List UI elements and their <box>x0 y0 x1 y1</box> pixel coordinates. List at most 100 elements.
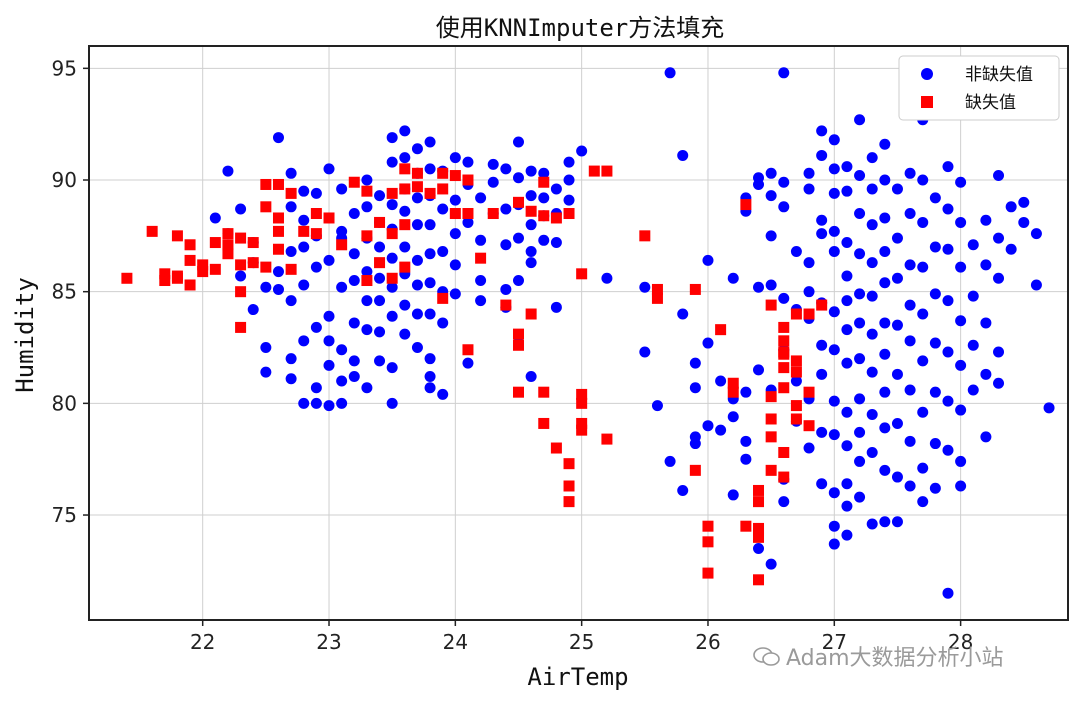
data-point-non-missing <box>816 426 828 438</box>
data-point-non-missing <box>980 368 992 380</box>
data-point-non-missing <box>323 400 335 412</box>
data-point-non-missing <box>310 261 322 273</box>
data-point-non-missing <box>298 397 310 409</box>
data-point-non-missing <box>816 149 828 161</box>
data-point-missing <box>790 413 802 425</box>
data-point-missing <box>588 165 600 177</box>
data-point-missing <box>222 248 234 260</box>
data-point-missing <box>184 279 196 291</box>
data-point-non-missing <box>702 254 714 266</box>
data-point-non-missing <box>411 143 423 155</box>
data-point-non-missing <box>386 156 398 168</box>
data-point-non-missing <box>917 496 929 508</box>
data-point-non-missing <box>386 252 398 264</box>
data-point-non-missing <box>891 183 903 195</box>
data-point-non-missing <box>336 183 348 195</box>
data-point-non-missing <box>891 319 903 331</box>
data-point-missing <box>399 219 411 231</box>
data-point-non-missing <box>437 317 449 329</box>
data-point-non-missing <box>879 422 891 434</box>
data-point-non-missing <box>424 308 436 320</box>
data-point-non-missing <box>803 257 815 269</box>
data-point-non-missing <box>866 409 878 421</box>
data-point-non-missing <box>967 290 979 302</box>
data-point-non-missing <box>993 377 1005 389</box>
data-point-non-missing <box>272 266 284 278</box>
data-point-missing <box>651 292 663 304</box>
x-tick-label: 28 <box>948 630 973 654</box>
x-tick-label: 23 <box>316 630 341 654</box>
legend-label-missing: 缺失值 <box>965 93 1016 113</box>
data-point-missing <box>500 299 512 311</box>
data-point-non-missing <box>512 136 524 148</box>
data-point-missing <box>121 272 133 284</box>
data-point-non-missing <box>411 342 423 354</box>
data-point-missing <box>235 232 247 244</box>
data-point-non-missing <box>323 163 335 175</box>
data-point-non-missing <box>879 516 891 528</box>
data-point-non-missing <box>891 417 903 429</box>
data-point-missing <box>361 230 373 242</box>
data-point-non-missing <box>677 484 689 496</box>
data-point-non-missing <box>374 190 386 202</box>
data-point-missing <box>437 292 449 304</box>
data-point-non-missing <box>929 192 941 204</box>
data-point-missing <box>209 237 221 249</box>
data-point-non-missing <box>841 270 853 282</box>
data-point-non-missing <box>386 281 398 293</box>
data-point-non-missing <box>854 170 866 182</box>
data-point-missing <box>235 286 247 298</box>
y-tick-label: 85 <box>52 280 77 304</box>
axis-ticks: 22 23 24 25 26 27 28 75 80 85 90 95 <box>52 56 974 654</box>
x-tick-label: 26 <box>695 630 720 654</box>
data-point-missing <box>525 308 537 320</box>
data-point-non-missing <box>424 136 436 148</box>
data-point-non-missing <box>424 219 436 231</box>
data-point-non-missing <box>538 167 550 179</box>
data-point-non-missing <box>424 163 436 175</box>
data-point-missing <box>715 324 727 336</box>
data-point-missing <box>778 348 790 360</box>
data-point-non-missing <box>904 259 916 271</box>
data-point-non-missing <box>967 339 979 351</box>
data-point-non-missing <box>399 328 411 340</box>
data-point-non-missing <box>980 214 992 226</box>
data-point-non-missing <box>879 386 891 398</box>
data-point-non-missing <box>917 174 929 186</box>
data-point-non-missing <box>298 241 310 253</box>
data-point-non-missing <box>765 230 777 242</box>
data-point-missing <box>790 355 802 367</box>
data-point-non-missing <box>828 344 840 356</box>
data-point-non-missing <box>993 232 1005 244</box>
data-point-non-missing <box>816 368 828 380</box>
data-point-non-missing <box>689 382 701 394</box>
data-point-non-missing <box>879 464 891 476</box>
data-point-non-missing <box>550 237 562 249</box>
data-point-non-missing <box>361 201 373 213</box>
data-point-missing <box>816 299 828 311</box>
data-point-missing <box>753 496 765 508</box>
data-point-missing <box>386 272 398 284</box>
data-point-non-missing <box>500 283 512 295</box>
data-point-non-missing <box>929 241 941 253</box>
data-point-non-missing <box>955 261 967 273</box>
data-point-non-missing <box>689 357 701 369</box>
data-point-non-missing <box>525 165 537 177</box>
data-point-non-missing <box>929 288 941 300</box>
data-point-missing <box>765 299 777 311</box>
data-point-missing <box>462 174 474 186</box>
data-point-non-missing <box>765 167 777 179</box>
data-point-non-missing <box>828 306 840 318</box>
data-point-missing <box>487 208 499 220</box>
data-point-non-missing <box>399 152 411 164</box>
data-point-non-missing <box>841 324 853 336</box>
data-point-non-missing <box>891 471 903 483</box>
data-point-non-missing <box>904 480 916 492</box>
data-point-non-missing <box>942 444 954 456</box>
data-point-missing <box>184 239 196 251</box>
data-point-non-missing <box>891 516 903 528</box>
data-point-missing <box>399 261 411 273</box>
data-point-missing <box>765 464 777 476</box>
data-point-non-missing <box>424 277 436 289</box>
data-point-non-missing <box>727 411 739 423</box>
